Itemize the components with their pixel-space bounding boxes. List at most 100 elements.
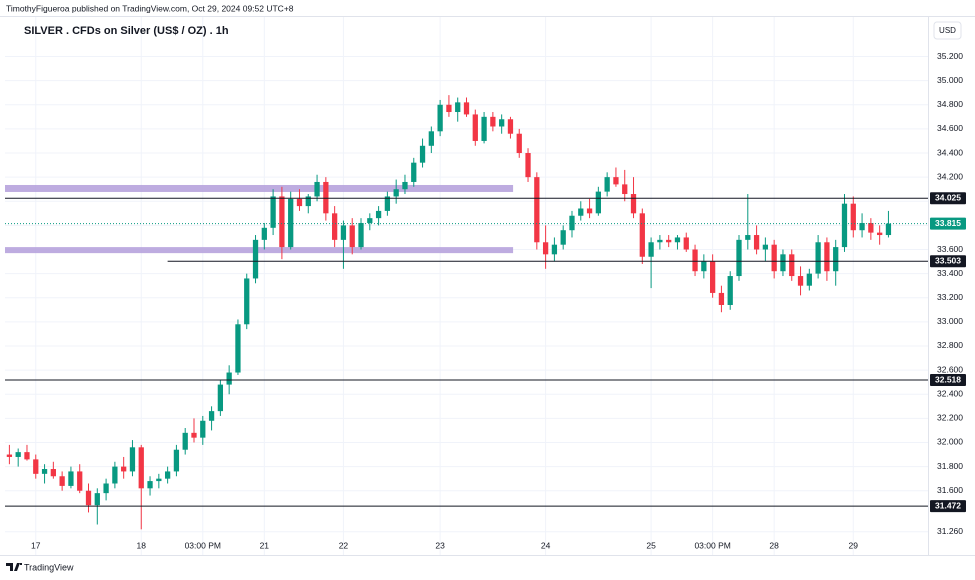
x-tick-label: 29 [849, 540, 859, 550]
candle-body [323, 181, 329, 214]
candle-body [622, 184, 628, 195]
candle-body [542, 242, 549, 255]
candle-body [138, 447, 144, 489]
candle-body [639, 213, 645, 257]
level-badge [930, 374, 966, 387]
x-tick-label: 24 [541, 540, 551, 550]
y-tick-label: 31.600 [937, 485, 963, 495]
candle-body [252, 239, 259, 279]
y-tick-label: 32.600 [937, 364, 963, 374]
y-tick-label: 34.400 [937, 147, 963, 157]
candle-body [666, 239, 672, 243]
candle-body [762, 244, 769, 250]
y-tick-label: 32.400 [937, 388, 963, 398]
y-tick-label: 32.800 [937, 340, 963, 350]
candle-body [595, 191, 601, 214]
candle-body [692, 249, 698, 272]
y-tick-label: 35.200 [937, 51, 963, 61]
x-tick-label: 18 [137, 540, 147, 550]
level-badge [930, 255, 966, 268]
candle-body [59, 476, 65, 486]
candle-body [411, 162, 417, 182]
level-label: 32.518 [935, 374, 961, 384]
candle-body [279, 196, 285, 248]
candle-body [85, 490, 92, 506]
levels [5, 197, 928, 507]
candle-body [15, 452, 21, 457]
candle-body [217, 384, 224, 412]
zones [5, 184, 514, 254]
candle-body [375, 210, 382, 219]
candle-body [50, 469, 56, 477]
candle-body [129, 447, 136, 472]
candle-body [463, 102, 470, 115]
candle-body [674, 237, 681, 243]
candle-body [472, 114, 478, 141]
candle-body [745, 235, 751, 240]
candle-body [507, 119, 514, 134]
candle-body [288, 198, 294, 248]
candle-body [244, 278, 250, 325]
candle-body [103, 483, 109, 494]
candle-body [780, 254, 786, 272]
x-tick-label: 25 [646, 540, 656, 550]
candle-body [455, 102, 461, 113]
candle-body [121, 466, 127, 472]
candle-body [428, 131, 434, 146]
level-badge [930, 192, 966, 205]
candle-body [833, 247, 839, 272]
candle-body [630, 194, 637, 214]
candle-body [156, 478, 162, 482]
level-label: 33.503 [935, 255, 961, 265]
brand: TradingView [24, 562, 74, 572]
y-tick-label: 33.200 [937, 292, 963, 302]
candle-body [208, 411, 215, 421]
candle-body [727, 276, 733, 305]
candle-body [525, 153, 531, 178]
last-price-badge [930, 217, 966, 230]
x-tick-label: 23 [435, 540, 445, 550]
candle-body [437, 104, 443, 132]
x-tick-label: 03:00 PM [185, 540, 221, 550]
candle-body [806, 273, 812, 286]
y-tick-label: 34.600 [937, 123, 963, 133]
zone [5, 184, 514, 192]
candle-body [877, 232, 883, 236]
candle-body [173, 449, 180, 472]
candle-body [200, 420, 206, 438]
candle-body [112, 466, 118, 484]
candle-body [393, 189, 399, 197]
candle-body [261, 227, 267, 240]
candle-body [569, 215, 575, 231]
candle-body [296, 198, 303, 207]
candle-body [657, 239, 663, 243]
candle-body [797, 276, 804, 286]
x-tick-label: 28 [769, 540, 779, 550]
candle-body [815, 242, 821, 274]
candle-body [24, 452, 30, 460]
candle-body [419, 145, 426, 163]
candle-body [226, 372, 232, 385]
candle-body [736, 239, 742, 277]
candle-body [648, 242, 654, 257]
candle-body [182, 432, 188, 450]
candle-body [709, 261, 716, 293]
level-label: 31.472 [935, 500, 961, 510]
y-tick-label: 34.800 [937, 99, 963, 109]
candle-body [305, 196, 311, 207]
author-line: TimothyFigueroa published on TradingView… [6, 3, 294, 13]
candle-body [560, 230, 566, 245]
x-tick-label: 21 [260, 540, 270, 550]
x-tick-label: 22 [339, 540, 349, 550]
y-tick-label: 33.000 [937, 316, 963, 326]
candle-body [77, 471, 83, 491]
candle-body [358, 222, 364, 248]
candle-body [604, 177, 610, 192]
candle-body [481, 116, 487, 141]
candle-body [94, 493, 100, 506]
currency-button[interactable] [933, 21, 962, 40]
level-badge [930, 500, 966, 513]
candle-body [6, 454, 13, 457]
